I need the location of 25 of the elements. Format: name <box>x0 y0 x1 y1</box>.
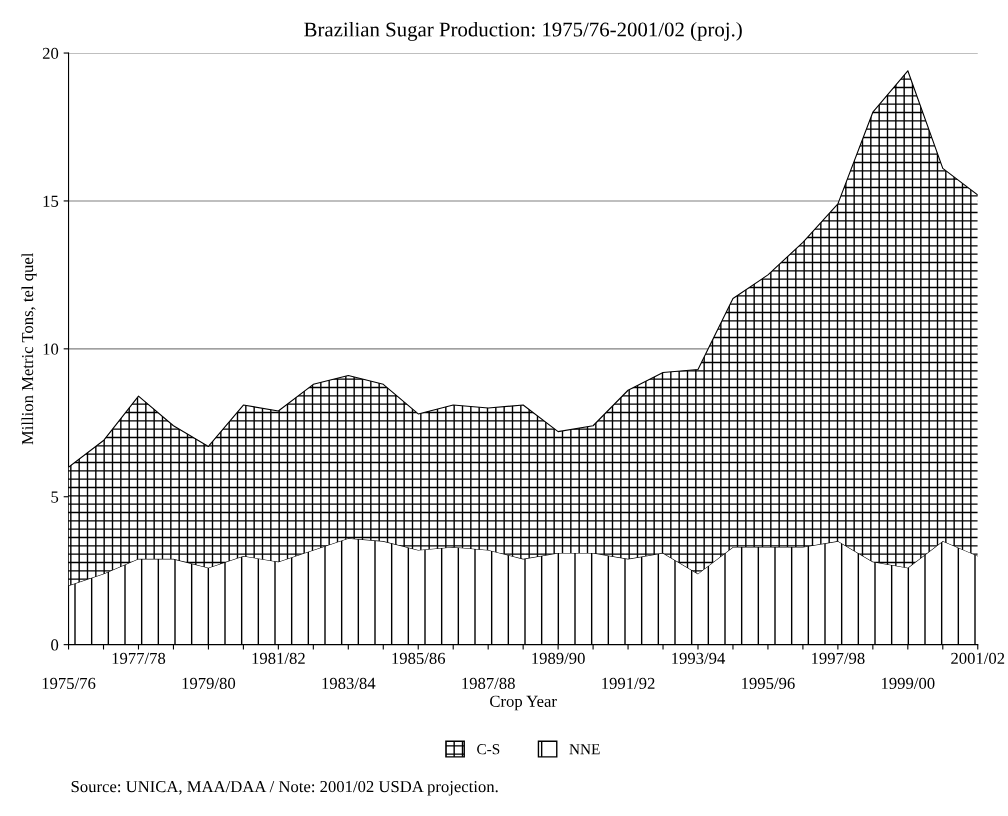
x-tick-label: 1985/86 <box>392 652 446 665</box>
y-tick-label: 15 <box>43 195 59 207</box>
x-tick-label: 1987/88 <box>462 677 515 690</box>
x-tick-label: 1977/78 <box>112 652 166 665</box>
x-tick-label: 1995/96 <box>742 677 795 690</box>
x-tick-label: 2001/02 <box>951 652 1005 665</box>
x-tick-label: 1989/90 <box>532 652 585 665</box>
x-tick-label: 1979/80 <box>182 677 236 690</box>
y-tick-label: 10 <box>43 343 59 355</box>
legend-label: NNE <box>569 744 600 755</box>
y-axis-title: Million Metric Tons, tel quel <box>21 252 37 445</box>
x-axis-title: Crop Year <box>490 695 557 711</box>
x-tick-label: 1991/92 <box>602 677 655 690</box>
chart-title: Brazilian Sugar Production: 1975/76-2001/02 (proj.) <box>304 21 742 41</box>
y-tick-label: 5 <box>51 491 59 503</box>
y-tick-label: 20 <box>42 47 59 59</box>
x-tick-label: 1997/98 <box>812 652 865 665</box>
x-tick-label: 1983/84 <box>322 677 376 690</box>
x-tick-label: 1993/94 <box>672 652 726 665</box>
source-note: Source: UNICA, MAA/DAA / Note: 2001/02 USDA projection. <box>71 780 498 796</box>
x-tick-label: 1999/00 <box>881 677 935 690</box>
x-tick-label: 1981/82 <box>252 652 305 665</box>
legend-label: C-S <box>477 744 500 755</box>
y-tick-label: 0 <box>51 639 59 651</box>
x-tick-label: 1975/76 <box>42 677 96 690</box>
